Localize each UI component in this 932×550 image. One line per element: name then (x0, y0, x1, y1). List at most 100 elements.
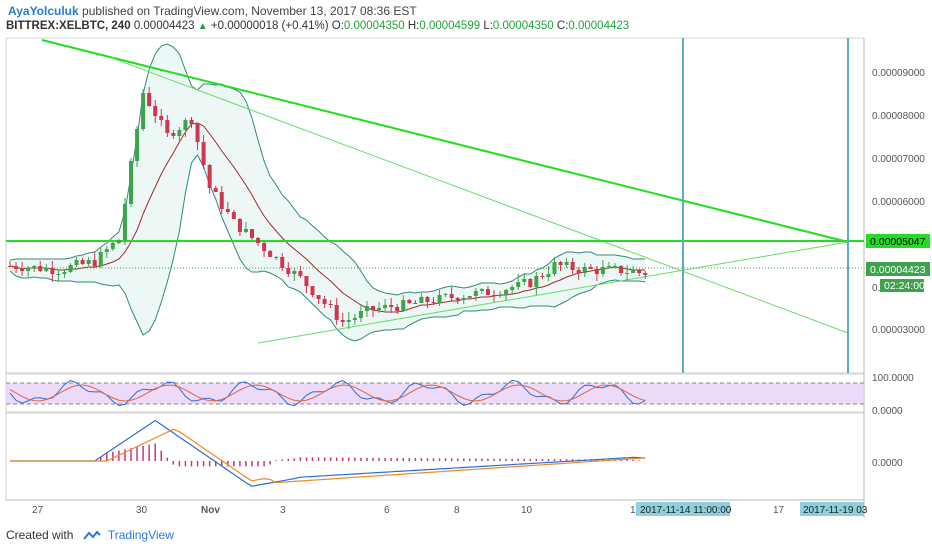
price-tick-5: 0.00003000 (872, 325, 925, 336)
symbol-header: BITTREX:XELBTC, 240 0.00004423 ▲ +0.0000… (6, 20, 629, 32)
candle-body (498, 295, 503, 296)
candle-body (141, 93, 146, 129)
candle-body (159, 116, 164, 120)
candle-body (92, 260, 97, 266)
candle-body (643, 273, 648, 275)
time-tick-nov: Nov (201, 505, 220, 516)
author-link[interactable]: AyaYolculuk (8, 4, 79, 18)
resistance-label-bg (866, 234, 930, 248)
time-tick-17: 17 (773, 505, 785, 516)
candle-body (153, 106, 158, 116)
symbol-label[interactable]: BITTREX:XELBTC, 240 (6, 20, 131, 32)
price-tick-3: 0.00007000 (872, 154, 925, 165)
candle-body (80, 260, 85, 264)
candle-body (44, 268, 49, 271)
time-tick-6: 6 (384, 505, 390, 516)
partial-price-label: 0. (872, 283, 880, 294)
macd-line (10, 419, 646, 487)
ascending-support-line (257, 241, 849, 344)
time-marker-1-bg (636, 502, 730, 516)
candle-body (461, 298, 466, 300)
high-label: H: (407, 20, 420, 32)
candle-body (129, 161, 133, 204)
candle-body (619, 266, 624, 273)
macd-histogram (100, 443, 640, 467)
candle-body (594, 269, 599, 274)
countdown-label: 02:24:00 (884, 280, 925, 292)
time-tick-27: 27 (32, 505, 44, 516)
high-value: 0.00004599 (419, 20, 481, 32)
candle-body (576, 270, 581, 273)
candle-body (540, 276, 545, 277)
published-text: published on TradingView.com, November 1… (82, 4, 417, 18)
candle-body (352, 318, 357, 320)
price-tick-1: 0.00009000 (872, 68, 925, 79)
candle-body (425, 297, 430, 302)
candle-body (334, 305, 339, 320)
time-marker-2: 2017-11-19 03 (803, 505, 868, 516)
last-price-label: 0.00004423 (870, 264, 926, 276)
candle-body (219, 192, 224, 209)
last-price-label-bg (866, 262, 930, 276)
candle-body (56, 274, 61, 275)
candle-body (26, 268, 31, 271)
candle-body (171, 133, 176, 136)
tradingview-logo-icon (82, 530, 101, 540)
candle-body (135, 129, 140, 161)
stoch-d-line (9, 384, 646, 402)
candle-body (250, 229, 254, 238)
candle-body (328, 304, 333, 305)
candle-body (564, 262, 569, 265)
tradingview-link[interactable]: TradingView (107, 528, 174, 542)
candle-body (68, 265, 73, 272)
candle-body (558, 262, 563, 265)
candle-body (637, 270, 642, 273)
candle-body (485, 289, 490, 295)
candle-body (358, 311, 363, 318)
candle-body (268, 251, 273, 257)
candle-body (340, 320, 345, 322)
time-tick-10: 10 (521, 505, 533, 516)
candles (8, 87, 648, 329)
candle-body (292, 271, 297, 274)
candle-body (122, 204, 127, 240)
price-tick-4: 0.00006000 (872, 197, 925, 208)
candle-body (38, 266, 43, 271)
candle-body (606, 266, 611, 267)
candle-body (231, 212, 236, 219)
candle-body (467, 296, 472, 298)
candle-body (201, 142, 206, 165)
time-tick-8: 8 (454, 505, 460, 516)
candle-body (401, 300, 406, 311)
candle-body (104, 249, 109, 252)
candle-body (213, 188, 218, 192)
candle-body (189, 120, 194, 124)
candle-body (437, 295, 442, 303)
candle-body (225, 209, 230, 212)
candle-body (98, 252, 103, 266)
descending-trendline-secondary (111, 57, 849, 334)
candle-body (256, 238, 261, 243)
time-axis: 27 30 Nov 3 6 8 10 1 17 (32, 505, 785, 516)
candle-body (8, 266, 12, 267)
candle-body (588, 267, 593, 269)
candle-body (147, 93, 152, 106)
candle-body (286, 268, 291, 274)
candle-body (431, 302, 436, 303)
candle-body (528, 279, 533, 287)
candle-body (304, 276, 309, 286)
candle-body (600, 267, 605, 274)
candle-body (364, 306, 369, 311)
signal-line (10, 428, 646, 484)
candle-body (419, 297, 424, 303)
candle-body (413, 303, 418, 304)
price-change: +0.00000018 (+0.41%) (210, 20, 329, 32)
rsi-tick-high: 100.0000 (872, 373, 914, 384)
last-price: 0.00004423 (133, 20, 195, 32)
created-with-text: Created with (6, 528, 74, 542)
candle-body (625, 273, 630, 274)
publish-header: AyaYolculuk published on TradingView.com… (8, 4, 417, 18)
candle-body (522, 279, 527, 282)
candle-body (62, 272, 67, 274)
